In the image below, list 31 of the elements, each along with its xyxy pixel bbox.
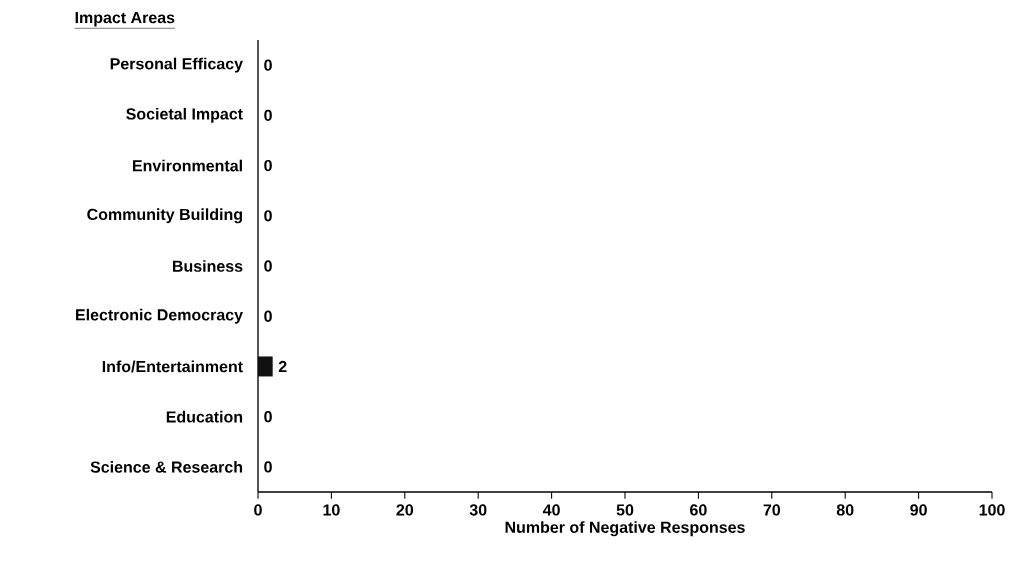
x-tick-label: 40	[542, 504, 560, 516]
data-label: 0	[264, 310, 272, 322]
y-tick-label: Societal Impact	[126, 107, 243, 123]
x-tick-label: 100	[979, 504, 1005, 516]
y-tick-label: Business	[173, 260, 243, 272]
data-label: 2	[278, 360, 287, 373]
x-tick-label: 70	[763, 504, 781, 516]
y-tick-label: Community Building	[87, 208, 242, 224]
data-label: 0	[264, 159, 272, 172]
data-label: 0	[264, 210, 272, 222]
data-label: 0	[264, 411, 272, 423]
y-tick-label: Education	[166, 410, 243, 423]
y-tick-label: Info/Entertainment	[102, 360, 243, 373]
y-tick-label: Personal Efficacy	[110, 57, 243, 73]
y-tick-label: Electronic Democracy	[76, 308, 243, 324]
x-tick-label: 90	[910, 504, 927, 516]
x-tick-label: 20	[396, 504, 414, 516]
x-tick-label: 80	[836, 504, 854, 516]
data-label: 0	[264, 260, 272, 272]
x-tick-label: 10	[323, 504, 340, 516]
y-tick-label: Science & Research	[90, 461, 243, 473]
x-axis-title: Number of Negative Responses	[505, 521, 745, 537]
x-tick-label: 60	[690, 504, 707, 516]
x-tick-label: 50	[616, 504, 634, 516]
data-label: 0	[264, 59, 272, 71]
data-label: 0	[264, 461, 272, 473]
data-label: 0	[264, 109, 272, 121]
x-tick-label: 30	[469, 504, 487, 516]
y-tick-label: Environmental	[133, 159, 242, 172]
x-tick-label: 0	[254, 504, 262, 516]
y-axis-title: Impact Areas	[75, 12, 175, 27]
